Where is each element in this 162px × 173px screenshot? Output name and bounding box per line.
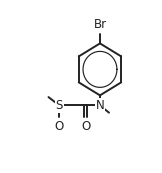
Text: O: O	[55, 120, 64, 133]
Text: N: N	[96, 99, 104, 112]
Text: S: S	[55, 99, 63, 112]
Text: O: O	[81, 120, 90, 133]
Text: Br: Br	[93, 18, 107, 31]
